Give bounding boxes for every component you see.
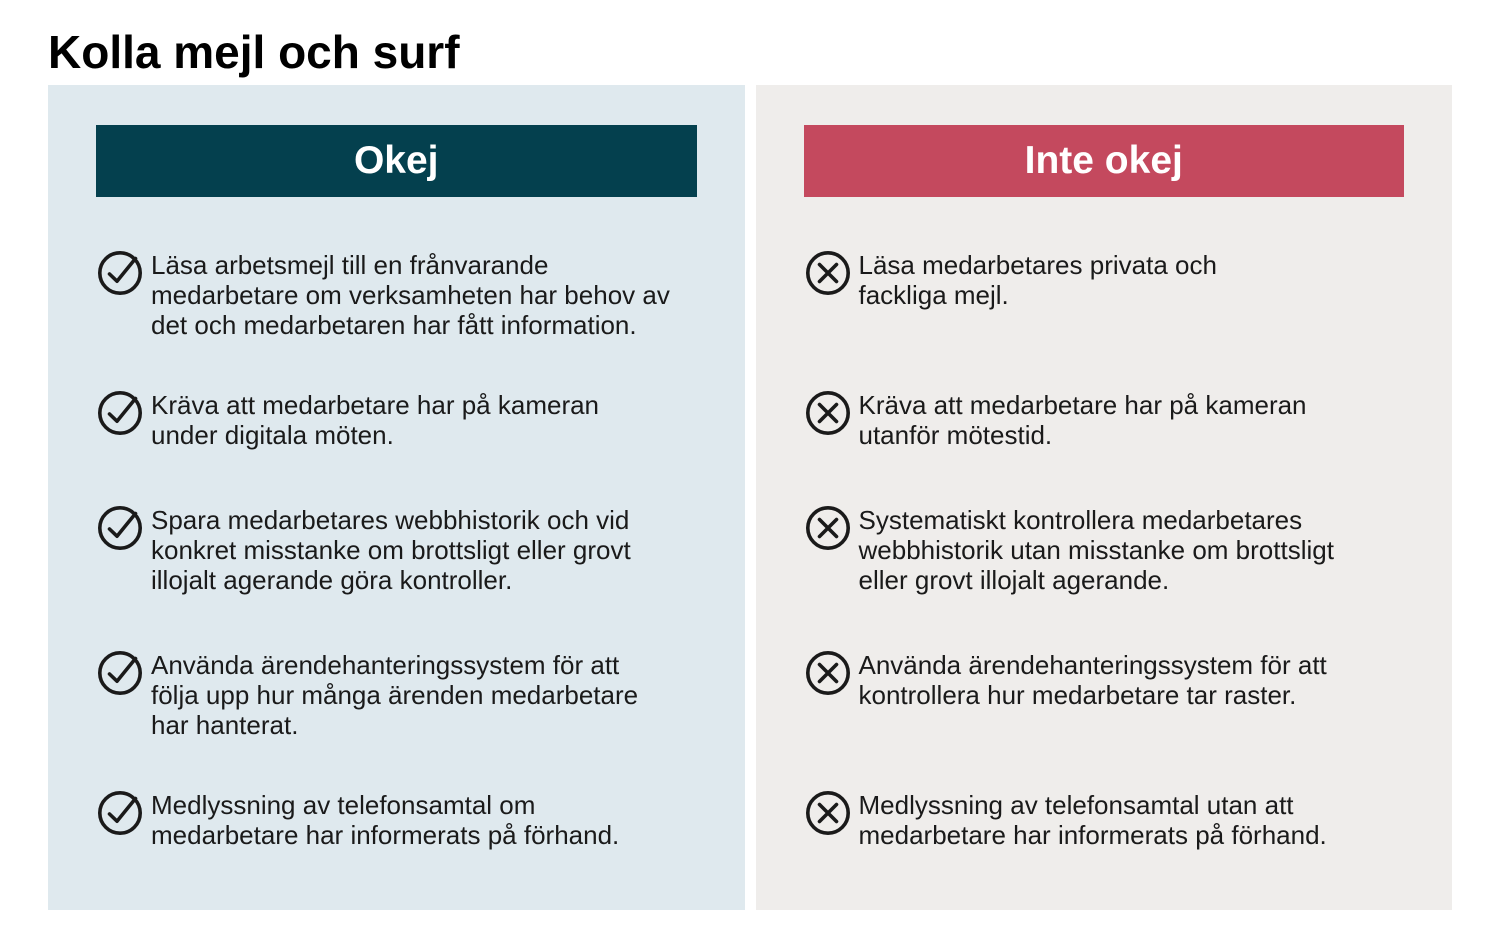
check-circle-icon [97, 790, 143, 836]
x-circle-icon [805, 790, 851, 836]
check-circle-icon [97, 505, 143, 551]
check-circle-icon [97, 250, 143, 296]
list-item: Medlyssning av telefonsamtal om medarbet… [97, 790, 705, 850]
list-item: Kräva att medarbetare har på kameran und… [97, 390, 705, 505]
list-item-text: Använda ärendehanteringssystem för att k… [858, 650, 1327, 710]
panel-okej-header: Okej [96, 125, 697, 197]
x-circle-icon [805, 505, 851, 551]
panel-inte-okej-header-label: Inte okej [1024, 139, 1183, 182]
page-title: Kolla mejl och surf [48, 26, 460, 78]
list-item-text: Läsa arbetsmejl till en frånvarande meda… [151, 250, 670, 340]
list-item: Medlyssning av telefonsamtal utan att me… [805, 790, 1413, 850]
panel-okej-items: Läsa arbetsmejl till en frånvarande meda… [48, 197, 745, 850]
list-item-text: Kräva att medarbetare har på kameran uta… [858, 390, 1307, 450]
list-item: Läsa arbetsmejl till en frånvarande meda… [97, 250, 705, 390]
panel-inte-okej-items: Läsa medarbetares privata och fackliga m… [756, 197, 1453, 850]
list-item: Använda ärendehanteringssystem för att f… [97, 650, 705, 790]
list-item: Spara medarbetares webbhistorik och vid … [97, 505, 705, 650]
list-item-text: Spara medarbetares webbhistorik och vid … [151, 505, 631, 595]
list-item-text: Läsa medarbetares privata och fackliga m… [858, 250, 1217, 310]
list-item-text: Använda ärendehanteringssystem för att f… [151, 650, 639, 740]
list-item-text: Medlyssning av telefonsamtal om medarbet… [151, 790, 620, 850]
list-item-text: Kräva att medarbetare har på kameran und… [151, 390, 600, 450]
x-circle-icon [805, 650, 851, 696]
check-circle-icon [97, 390, 143, 436]
panel-okej-header-label: Okej [353, 139, 439, 182]
list-item-text: Medlyssning av telefonsamtal utan att me… [858, 790, 1327, 850]
panel-inte-okej-header: Inte okej [803, 125, 1404, 197]
check-circle-icon [97, 650, 143, 696]
list-item: Kräva att medarbetare har på kameran uta… [805, 390, 1413, 505]
x-circle-icon [805, 250, 851, 296]
list-item-text: Systematiskt kontrollera medarbetares we… [858, 505, 1334, 595]
list-item: Använda ärendehanteringssystem för att k… [805, 650, 1413, 790]
list-item: Läsa medarbetares privata och fackliga m… [805, 250, 1413, 390]
comparison-panels: Okej Läsa arbetsmejl till en frånvarande… [48, 85, 1452, 910]
x-circle-icon [805, 390, 851, 436]
panel-inte-okej: Inte okej Läsa medarbetares privata och … [755, 85, 1453, 910]
panel-okej: Okej Läsa arbetsmejl till en frånvarande… [48, 85, 745, 910]
list-item: Systematiskt kontrollera medarbetares we… [805, 505, 1413, 650]
